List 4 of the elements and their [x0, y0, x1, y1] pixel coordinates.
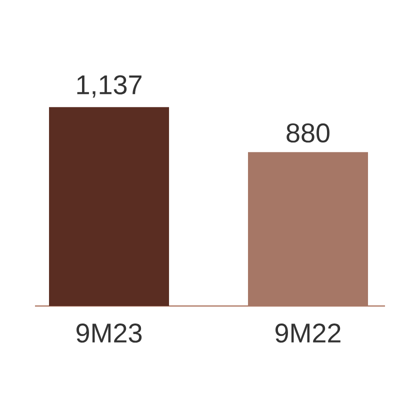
x-tick-label: 9M22: [276, 324, 340, 343]
data-label: 880: [286, 123, 330, 143]
x-tick-label: 9M23: [76, 324, 142, 343]
data-label: 1,137: [77, 75, 142, 98]
